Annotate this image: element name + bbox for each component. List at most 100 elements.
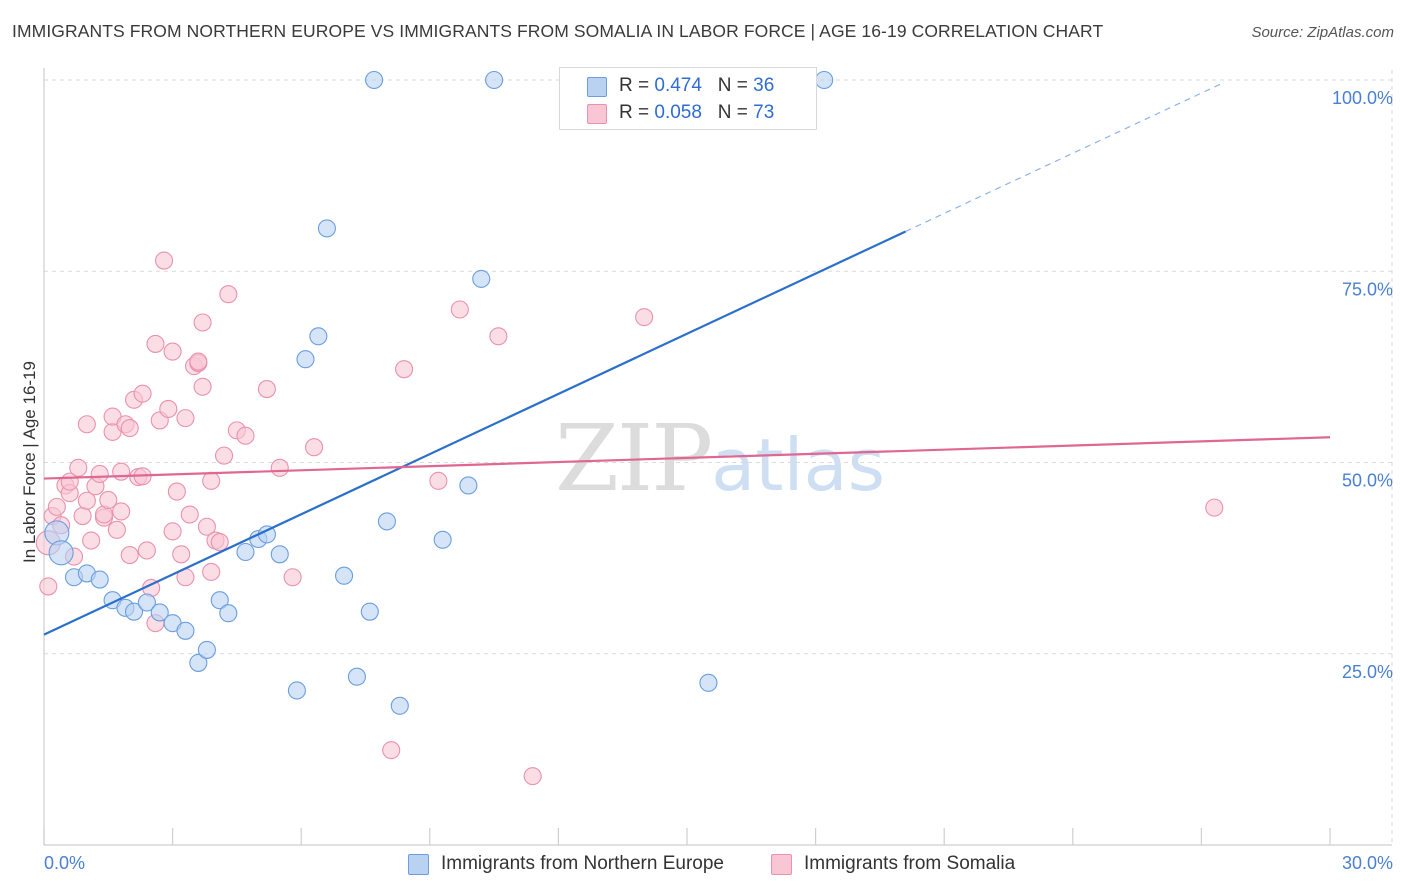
point-northern-europe-16 xyxy=(236,542,255,562)
point-somalia-11 xyxy=(77,415,96,434)
correlation-legend: R = 0.474 N = 36 R = 0.058 N = 73 xyxy=(559,67,817,130)
point-somalia-41 xyxy=(172,545,191,564)
point-northern-europe-14 xyxy=(210,591,229,610)
point-somalia-69 xyxy=(635,308,654,327)
zipatlas-watermark: ZIPatlas xyxy=(555,405,885,512)
point-northern-europe-23 xyxy=(317,219,336,238)
point-somalia-50 xyxy=(197,517,216,536)
point-somalia-52 xyxy=(202,471,221,490)
axes xyxy=(43,68,1392,846)
legend-r-label: R = xyxy=(619,102,655,123)
point-somalia-26 xyxy=(120,419,139,438)
point-northern-europe-22 xyxy=(309,327,328,346)
point-somalia-10 xyxy=(73,506,92,526)
x-tick-label-max: 30.0% xyxy=(1342,853,1393,873)
point-somalia-61 xyxy=(283,568,302,587)
series-label-northern-europe: Immigrants from Northern Europe xyxy=(441,853,724,874)
point-somalia-31 xyxy=(137,541,156,560)
point-somalia-51 xyxy=(202,562,221,581)
y-tick-label-100: 100.0% xyxy=(1332,88,1393,108)
point-somalia-21 xyxy=(107,520,126,539)
point-somalia-12 xyxy=(77,491,96,510)
point-northern-europe-1 xyxy=(48,540,74,566)
y-axis-label: In Labor Force | Age 16-19 xyxy=(20,361,39,563)
point-somalia-34 xyxy=(146,334,165,353)
legend-swatch-northern-europe xyxy=(587,77,607,97)
point-somalia-68 xyxy=(523,767,542,786)
point-northern-europe-20 xyxy=(287,681,306,700)
point-somalia-47 xyxy=(189,352,208,371)
point-northern-europe-21 xyxy=(296,350,315,369)
point-northern-europe-24 xyxy=(335,566,354,585)
x-tick-label-min: 0.0% xyxy=(44,853,85,873)
point-northern-europe-31 xyxy=(459,476,478,495)
chart-title: IMMIGRANTS FROM NORTHERN EUROPE VS IMMIG… xyxy=(12,21,1104,41)
point-somalia-44 xyxy=(180,505,199,524)
watermark-atlas: atlas xyxy=(711,423,886,507)
point-somalia-39 xyxy=(163,522,182,541)
legend-r-label: R = xyxy=(619,75,655,96)
point-somalia-0 xyxy=(39,577,58,596)
point-somalia-9 xyxy=(69,458,88,477)
trendline-northern-europe-extension xyxy=(905,82,1224,233)
point-northern-europe-26 xyxy=(360,602,379,621)
point-somalia-38 xyxy=(163,342,182,361)
point-somalia-56 xyxy=(219,285,238,304)
trendline-somalia xyxy=(43,436,1331,480)
series-swatch-somalia xyxy=(771,854,792,875)
point-somalia-18 xyxy=(99,490,118,510)
point-northern-europe-11 xyxy=(176,621,195,640)
point-northern-europe-29 xyxy=(390,696,409,715)
series-swatch-northern-europe xyxy=(408,854,429,875)
axis-labels: 25.0% 50.0% 75.0% 100.0% 0.0% 30.0% In Labor F… xyxy=(20,88,1393,873)
point-northern-europe-34 xyxy=(699,673,718,692)
point-northern-europe-30 xyxy=(433,530,452,549)
point-northern-europe-4 xyxy=(90,570,109,589)
point-somalia-64 xyxy=(395,360,414,379)
point-somalia-54 xyxy=(210,533,229,552)
legend-swatch-somalia xyxy=(587,104,607,124)
point-somalia-70 xyxy=(1205,498,1224,517)
point-somalia-55 xyxy=(214,446,234,465)
point-somalia-66 xyxy=(450,300,469,319)
point-somalia-65 xyxy=(429,471,448,490)
legend-n-label: N = xyxy=(717,75,754,96)
point-somalia-59 xyxy=(257,380,276,399)
point-northern-europe-35 xyxy=(815,70,834,90)
legend-n-value-northern-europe: 36 xyxy=(753,75,775,96)
point-northern-europe-13 xyxy=(197,640,216,659)
point-somalia-36 xyxy=(154,251,174,270)
legend-n-label: N = xyxy=(717,102,754,123)
point-somalia-63 xyxy=(382,741,401,760)
point-somalia-62 xyxy=(305,438,324,457)
point-northern-europe-28 xyxy=(377,512,396,531)
point-somalia-67 xyxy=(489,327,508,346)
series-label-somalia: Immigrants from Somalia xyxy=(804,853,1016,874)
legend-r-value-northern-europe: 0.474 xyxy=(654,75,702,96)
point-northern-europe-27 xyxy=(365,70,384,90)
point-somalia-22 xyxy=(112,462,131,481)
point-northern-europe-33 xyxy=(485,70,504,90)
legend-n-value-somalia: 73 xyxy=(753,102,775,123)
point-northern-europe-32 xyxy=(472,269,491,288)
trend-lines xyxy=(43,82,1331,636)
source-attribution: Source: ZipAtlas.com xyxy=(1251,24,1394,41)
point-northern-europe-7 xyxy=(124,602,144,621)
point-somalia-13 xyxy=(82,531,101,550)
legend-r-value-somalia: 0.058 xyxy=(654,102,702,123)
point-somalia-23 xyxy=(112,502,131,521)
point-somalia-3 xyxy=(47,497,66,516)
point-somalia-15 xyxy=(90,464,109,484)
point-somalia-60 xyxy=(270,458,289,477)
point-somalia-40 xyxy=(167,482,186,501)
point-northern-europe-25 xyxy=(347,667,366,686)
point-northern-europe-15 xyxy=(219,604,238,623)
point-somalia-58 xyxy=(236,426,255,445)
point-somalia-49 xyxy=(193,377,212,396)
series-legend: Immigrants from Northern Europe Immigran… xyxy=(0,853,1406,877)
point-northern-europe-12 xyxy=(189,653,208,672)
point-somalia-37 xyxy=(159,399,178,419)
point-somalia-29 xyxy=(133,384,152,403)
y-tick-label-50: 50.0% xyxy=(1342,471,1393,491)
